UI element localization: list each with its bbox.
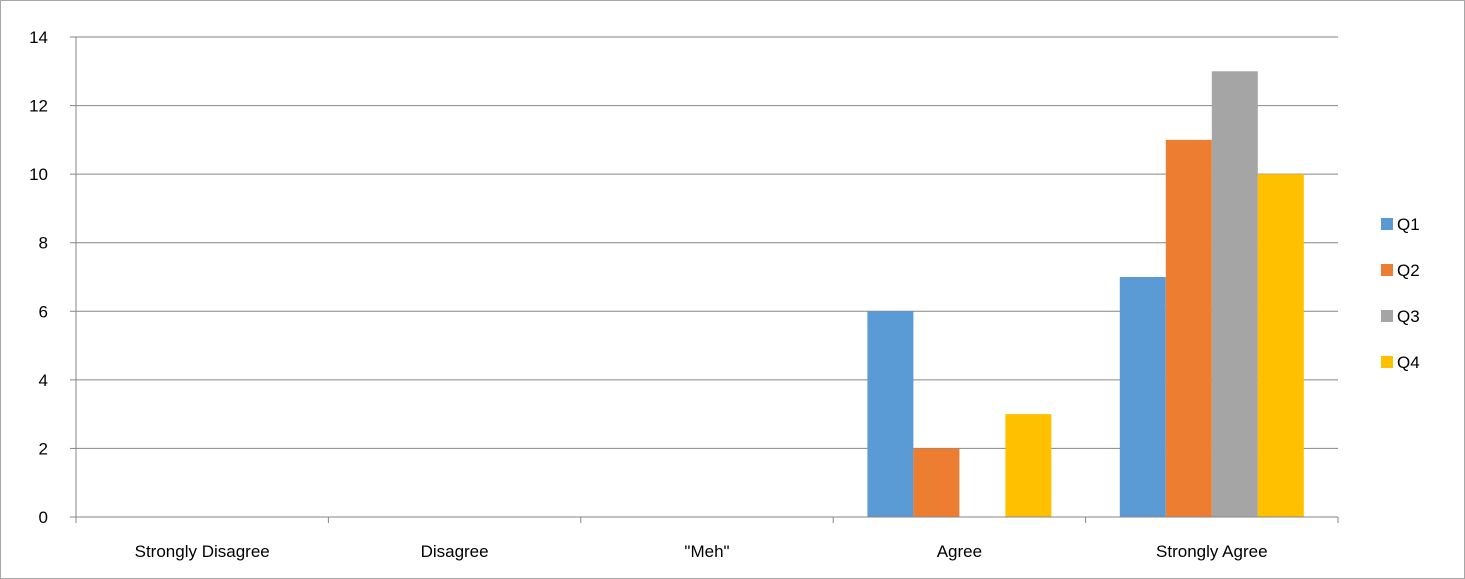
bars <box>867 71 1304 518</box>
y-tick-label: 12 <box>29 97 48 116</box>
legend-swatch-q3 <box>1381 310 1393 322</box>
bar-q2-3 <box>913 448 960 517</box>
bar-q4-4 <box>1257 174 1304 517</box>
y-tick-label: 8 <box>39 234 48 253</box>
x-tick-label: Agree <box>937 542 982 561</box>
axes: 0 2 4 6 8 10 12 14 Strongly Disagree Disagree "Meh… <box>29 28 1339 561</box>
y-tick-label: 2 <box>39 439 48 458</box>
bar-q3-4 <box>1211 71 1258 518</box>
y-tick-label: 10 <box>29 165 48 184</box>
legend-swatch-q2 <box>1381 264 1393 276</box>
y-tick-label: 4 <box>39 371 48 390</box>
bar-q2-4 <box>1165 139 1212 517</box>
x-tick-label: Strongly Disagree <box>135 542 270 561</box>
x-tick-label: Disagree <box>421 542 489 561</box>
bar-q1-4 <box>1119 277 1166 517</box>
y-tick-label: 6 <box>39 302 48 321</box>
legend: Q1 Q2 Q3 Q4 <box>1381 215 1420 372</box>
legend-label-q4: Q4 <box>1397 353 1420 372</box>
legend-label-q2: Q2 <box>1397 261 1420 280</box>
bar-q4-3 <box>1005 414 1052 517</box>
legend-label-q1: Q1 <box>1397 215 1420 234</box>
gridlines <box>76 36 1338 449</box>
legend-swatch-q1 <box>1381 218 1393 230</box>
y-tick-label: 0 <box>39 508 48 527</box>
x-tick-label: "Meh" <box>684 542 729 561</box>
legend-swatch-q4 <box>1381 356 1393 368</box>
y-tick-label: 14 <box>29 28 48 47</box>
bar-q1-3 <box>867 311 914 517</box>
legend-label-q3: Q3 <box>1397 307 1420 326</box>
x-tick-label: Strongly Agree <box>1156 542 1268 561</box>
